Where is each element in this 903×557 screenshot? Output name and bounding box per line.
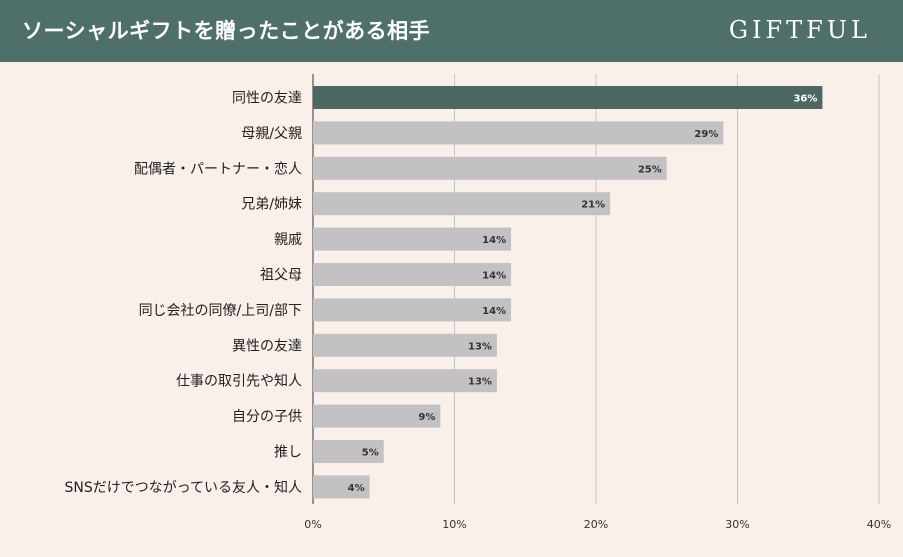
category-label: SNSだけでつながっている友人・知人 <box>64 479 302 496</box>
bar <box>313 121 724 145</box>
x-tick-label: 30% <box>725 518 749 531</box>
category-label: 親戚 <box>274 232 302 248</box>
bar-value-label: 4% <box>348 483 365 494</box>
bar <box>313 475 370 499</box>
bar-value-label: 13% <box>468 377 492 388</box>
bar <box>313 263 512 286</box>
bar-value-label: 14% <box>482 271 506 282</box>
bar-value-label: 21% <box>581 200 605 211</box>
category-labels: 同性の友達母親/父親配偶者・パートナー・恋人兄弟/姉妹親戚祖父母同じ会社の同僚/… <box>64 91 302 496</box>
bar <box>313 192 611 216</box>
category-label: 異性の友達 <box>232 338 302 354</box>
bar <box>313 227 512 251</box>
category-label: 同じ会社の同僚/上司/部下 <box>139 303 302 319</box>
bars: 36% 29% 25% 21% 14% 14% 14% 13% 13% 9% 5% 4% <box>313 86 823 499</box>
bar <box>313 404 441 428</box>
category-label: 推し <box>274 445 302 461</box>
x-tick-label: 0% <box>304 518 321 531</box>
category-label: 祖父母 <box>260 268 302 284</box>
bar <box>313 86 823 109</box>
category-label: 自分の子供 <box>232 409 302 425</box>
page-title: ソーシャルギフトを贈ったことがある相手 <box>22 19 431 43</box>
category-label: 同性の友達 <box>232 91 302 107</box>
category-label: 仕事の取引先や知人 <box>176 373 302 390</box>
bar-value-label: 36% <box>793 94 817 105</box>
category-label: 配偶者・パートナー・恋人 <box>134 160 302 177</box>
header-bar: ソーシャルギフトを贈ったことがある相手 GIFTFUL <box>0 0 903 62</box>
category-label: 母親/父親 <box>241 126 302 142</box>
bar-value-label: 9% <box>418 412 435 423</box>
category-label: 兄弟/姉妹 <box>241 197 302 213</box>
bar <box>313 440 384 463</box>
bar <box>313 156 667 180</box>
bar-value-label: 5% <box>362 448 379 459</box>
bar-value-label: 14% <box>482 306 506 317</box>
x-tick-label: 40% <box>867 518 891 531</box>
x-tick-label: 20% <box>584 518 608 531</box>
x-axis-ticks: 0% 10% 20% 30% 40% <box>304 518 891 531</box>
gridlines <box>312 74 880 504</box>
bar-value-label: 14% <box>482 235 506 246</box>
brand-logo: GIFTFUL <box>728 16 871 44</box>
bar-value-label: 29% <box>694 129 718 140</box>
bar-value-label: 25% <box>638 164 662 175</box>
bar-chart: 36% 29% 25% 21% 14% 14% 14% 13% 13% 9% 5% 4% 同性の友達母… <box>64 74 891 531</box>
bar-value-label: 13% <box>468 341 492 352</box>
x-tick-label: 10% <box>442 518 466 531</box>
bar <box>313 369 497 393</box>
bar <box>313 298 512 322</box>
bar <box>313 333 497 357</box>
